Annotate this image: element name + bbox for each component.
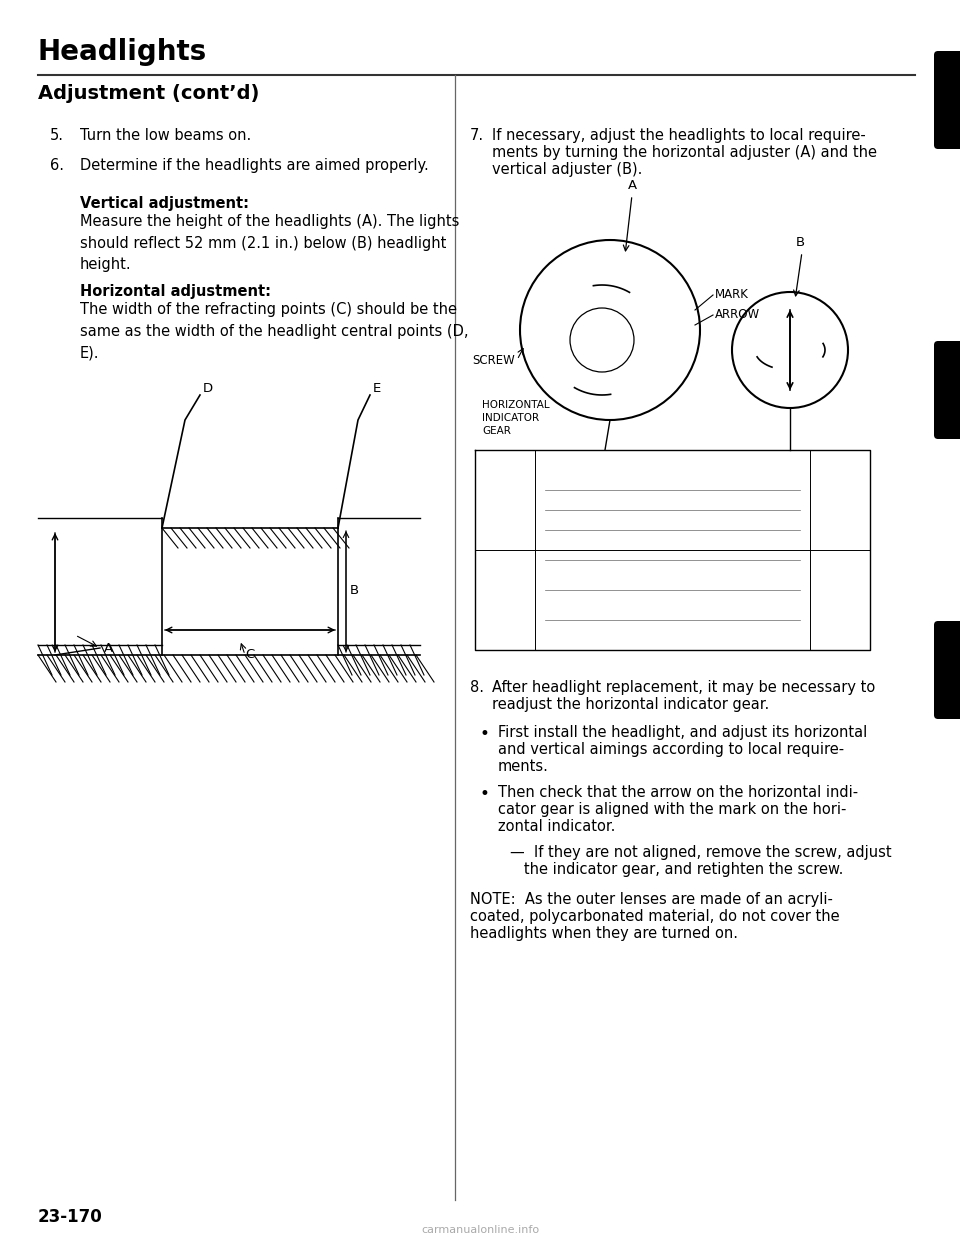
Text: HORIZONTAL
INDICATOR
GEAR: HORIZONTAL INDICATOR GEAR — [482, 400, 550, 436]
Text: A: A — [628, 179, 636, 193]
Text: First install the headlight, and adjust its horizontal: First install the headlight, and adjust … — [498, 725, 867, 740]
Text: Adjustment (cont’d): Adjustment (cont’d) — [38, 84, 259, 103]
Text: vertical adjuster (B).: vertical adjuster (B). — [492, 161, 642, 178]
Text: 8.: 8. — [470, 681, 484, 696]
Text: MARK: MARK — [715, 288, 749, 302]
Text: The width of the refracting points (C) should be the
same as the width of the he: The width of the refracting points (C) s… — [80, 302, 468, 360]
Text: readjust the horizontal indicator gear.: readjust the horizontal indicator gear. — [492, 697, 769, 712]
Text: Vertical adjustment:: Vertical adjustment: — [80, 196, 249, 211]
Text: ments.: ments. — [498, 759, 549, 774]
FancyBboxPatch shape — [934, 342, 960, 438]
Text: Turn the low beams on.: Turn the low beams on. — [80, 128, 252, 143]
Text: Determine if the headlights are aimed properly.: Determine if the headlights are aimed pr… — [80, 158, 429, 173]
Text: B: B — [796, 236, 804, 248]
Text: D: D — [203, 383, 213, 395]
Text: 23-170: 23-170 — [38, 1208, 103, 1226]
Text: Headlights: Headlights — [38, 39, 207, 66]
Text: zontal indicator.: zontal indicator. — [498, 818, 615, 833]
Text: 5.: 5. — [50, 128, 64, 143]
FancyBboxPatch shape — [934, 621, 960, 719]
Text: 7.: 7. — [470, 128, 484, 143]
Text: ARROW: ARROW — [715, 308, 760, 322]
Text: carmanualonline.info: carmanualonline.info — [420, 1225, 540, 1235]
Text: headlights when they are turned on.: headlights when they are turned on. — [470, 927, 738, 941]
Text: 6.: 6. — [50, 158, 64, 173]
Text: A: A — [104, 642, 113, 655]
Text: ments by turning the horizontal adjuster (A) and the: ments by turning the horizontal adjuster… — [492, 145, 877, 160]
Text: If necessary, adjust the headlights to local require-: If necessary, adjust the headlights to l… — [492, 128, 866, 143]
Text: cator gear is aligned with the mark on the hori-: cator gear is aligned with the mark on t… — [498, 802, 847, 817]
Text: SCREW: SCREW — [472, 354, 515, 366]
Text: •: • — [480, 785, 490, 804]
Text: After headlight replacement, it may be necessary to: After headlight replacement, it may be n… — [492, 681, 876, 696]
Text: B: B — [350, 585, 359, 597]
Text: Measure the height of the headlights (A). The lights
should reflect 52 mm (2.1 i: Measure the height of the headlights (A)… — [80, 214, 460, 272]
Text: Horizontal adjustment:: Horizontal adjustment: — [80, 284, 271, 299]
FancyBboxPatch shape — [934, 51, 960, 149]
Text: the indicator gear, and retighten the screw.: the indicator gear, and retighten the sc… — [510, 862, 844, 877]
Text: NOTE:  As the outer lenses are made of an acryli-: NOTE: As the outer lenses are made of an… — [470, 892, 833, 907]
Text: •: • — [480, 725, 490, 743]
Text: —  If they are not aligned, remove the screw, adjust: — If they are not aligned, remove the sc… — [510, 845, 892, 859]
Text: coated, polycarbonated material, do not cover the: coated, polycarbonated material, do not … — [470, 909, 840, 924]
Text: C: C — [246, 648, 254, 661]
Text: and vertical aimings according to local require-: and vertical aimings according to local … — [498, 741, 844, 758]
Text: E: E — [373, 383, 381, 395]
Text: Then check that the arrow on the horizontal indi-: Then check that the arrow on the horizon… — [498, 785, 858, 800]
